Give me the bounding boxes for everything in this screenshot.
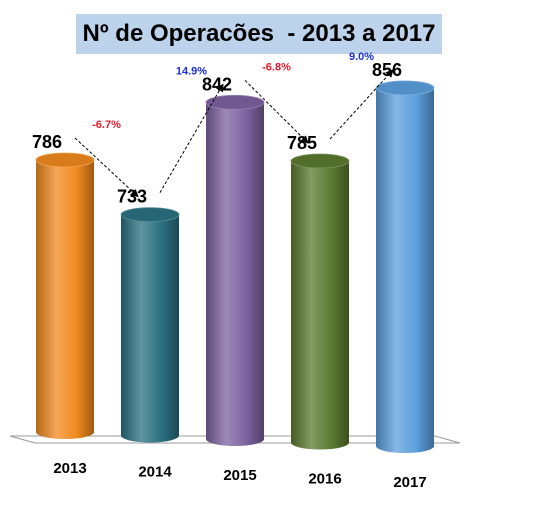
bar-2014 (120, 207, 180, 443)
value-label-2017: 856 (372, 60, 402, 80)
change-label-2015-2016: -6.8% (262, 61, 291, 73)
bar-top-2015 (205, 94, 265, 110)
value-label-2013: 786 (32, 132, 62, 152)
category-label-2015: 2015 (223, 467, 256, 484)
bar-top-2014 (120, 207, 180, 222)
value-label-2014: 733 (117, 187, 147, 207)
bar-top-2017 (375, 80, 435, 96)
change-label-2013-2014: -6.7% (92, 119, 121, 131)
bar-top-2016 (290, 153, 350, 169)
value-label-2016: 785 (287, 133, 317, 153)
change-label-2014-2015: 14.9% (176, 65, 207, 77)
bar-body-2017 (376, 87, 434, 454)
bars-group (35, 80, 435, 454)
change-arrows-group (74, 69, 394, 198)
bar-body-2014 (121, 214, 179, 443)
bar-2015 (205, 94, 265, 446)
labels-group: 786 2013 733 2014 842 2015 785 2016 856 2017 -6.7%… (32, 51, 427, 491)
change-arrow-2013-2014 (74, 137, 139, 198)
chart-title: Nº de Operacões - 2013 a 2017 (82, 20, 436, 47)
bar-2013 (35, 152, 95, 439)
change-arrow-2016-2017 (329, 69, 394, 140)
bar-body-2015 (206, 102, 264, 446)
category-label-2016: 2016 (308, 471, 341, 488)
bar-2017 (375, 80, 435, 454)
chart-title-box: Nº de Operacões - 2013 a 2017 (76, 14, 442, 54)
category-label-2013: 2013 (53, 460, 86, 477)
change-arrow-2014-2015 (159, 83, 224, 193)
bar-2016 (290, 153, 350, 450)
bar-body-2016 (291, 161, 349, 450)
category-label-2014: 2014 (138, 464, 172, 481)
change-label-2016-2017: 9.0% (349, 51, 374, 63)
category-label-2017: 2017 (393, 474, 426, 491)
bar-body-2013 (36, 160, 94, 439)
bar-top-2013 (35, 152, 95, 168)
value-label-2015: 842 (202, 74, 232, 94)
